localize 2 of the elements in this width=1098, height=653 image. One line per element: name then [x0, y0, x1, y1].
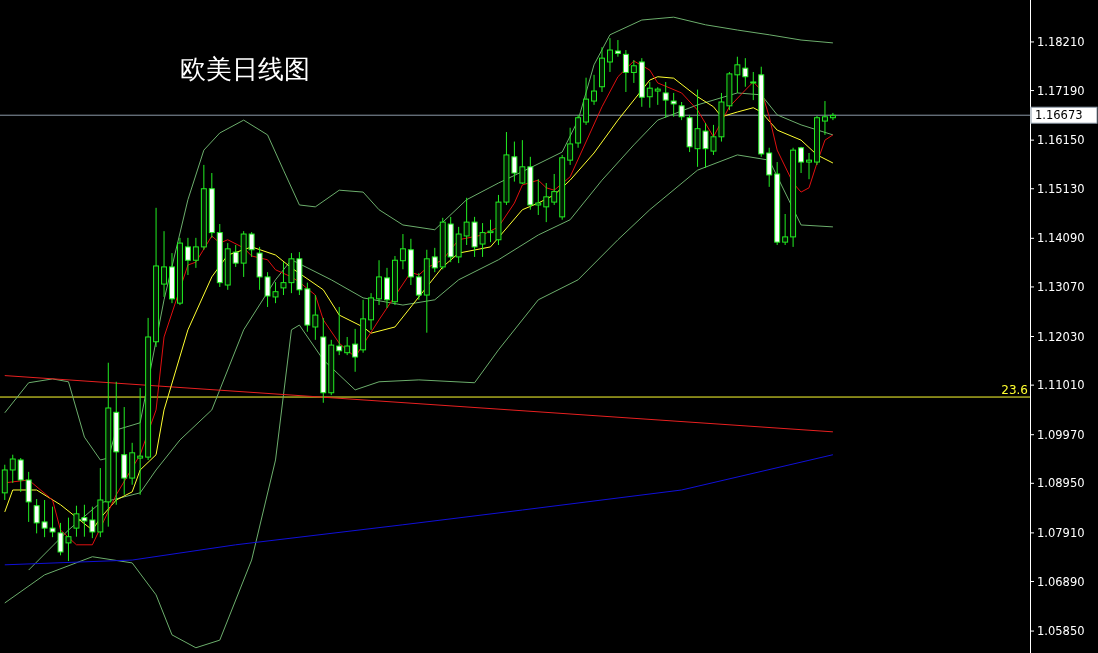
title: 欧美日线图 — [180, 54, 310, 84]
annotation: 23.6 — [1001, 383, 1028, 398]
